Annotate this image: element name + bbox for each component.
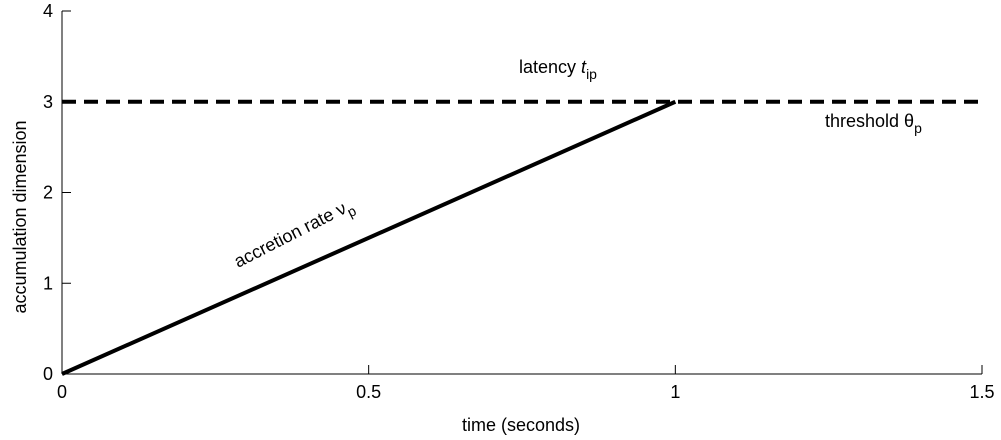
accretion-rate-label: accretion rate ν bbox=[231, 198, 350, 272]
accumulation-line bbox=[61, 99, 677, 376]
latency-subscript: ip bbox=[586, 66, 597, 82]
x-axis-title: time (seconds) bbox=[462, 415, 580, 435]
y-tick-label: 2 bbox=[43, 183, 53, 203]
latency-annotation: latency tip bbox=[519, 57, 597, 82]
y-tick-label: 0 bbox=[43, 364, 53, 384]
threshold-subscript: p bbox=[914, 120, 922, 136]
x-tick-label: 1 bbox=[670, 382, 680, 402]
threshold-annotation: threshold θp bbox=[825, 111, 922, 136]
latency-label: latency bbox=[519, 57, 581, 77]
x-tick-label: 0 bbox=[57, 382, 67, 402]
y-tick-label: 1 bbox=[43, 273, 53, 293]
y-tick-label: 3 bbox=[43, 92, 53, 112]
x-tick-label: 1.5 bbox=[969, 382, 994, 402]
y-axis-title: accumulation dimension bbox=[10, 120, 30, 313]
axes: 0 0.5 1 1.5 0 1 2 3 4 bbox=[43, 1, 995, 402]
accretion-rate-annotation: accretion rate νp bbox=[231, 194, 359, 276]
x-tick-label: 0.5 bbox=[356, 382, 381, 402]
latency-italic-t: t bbox=[581, 57, 587, 77]
threshold-label: threshold θ bbox=[825, 111, 914, 131]
y-tick-label: 4 bbox=[43, 1, 53, 21]
series-layer bbox=[61, 99, 982, 376]
accretion-rate-subscript: p bbox=[344, 202, 358, 220]
